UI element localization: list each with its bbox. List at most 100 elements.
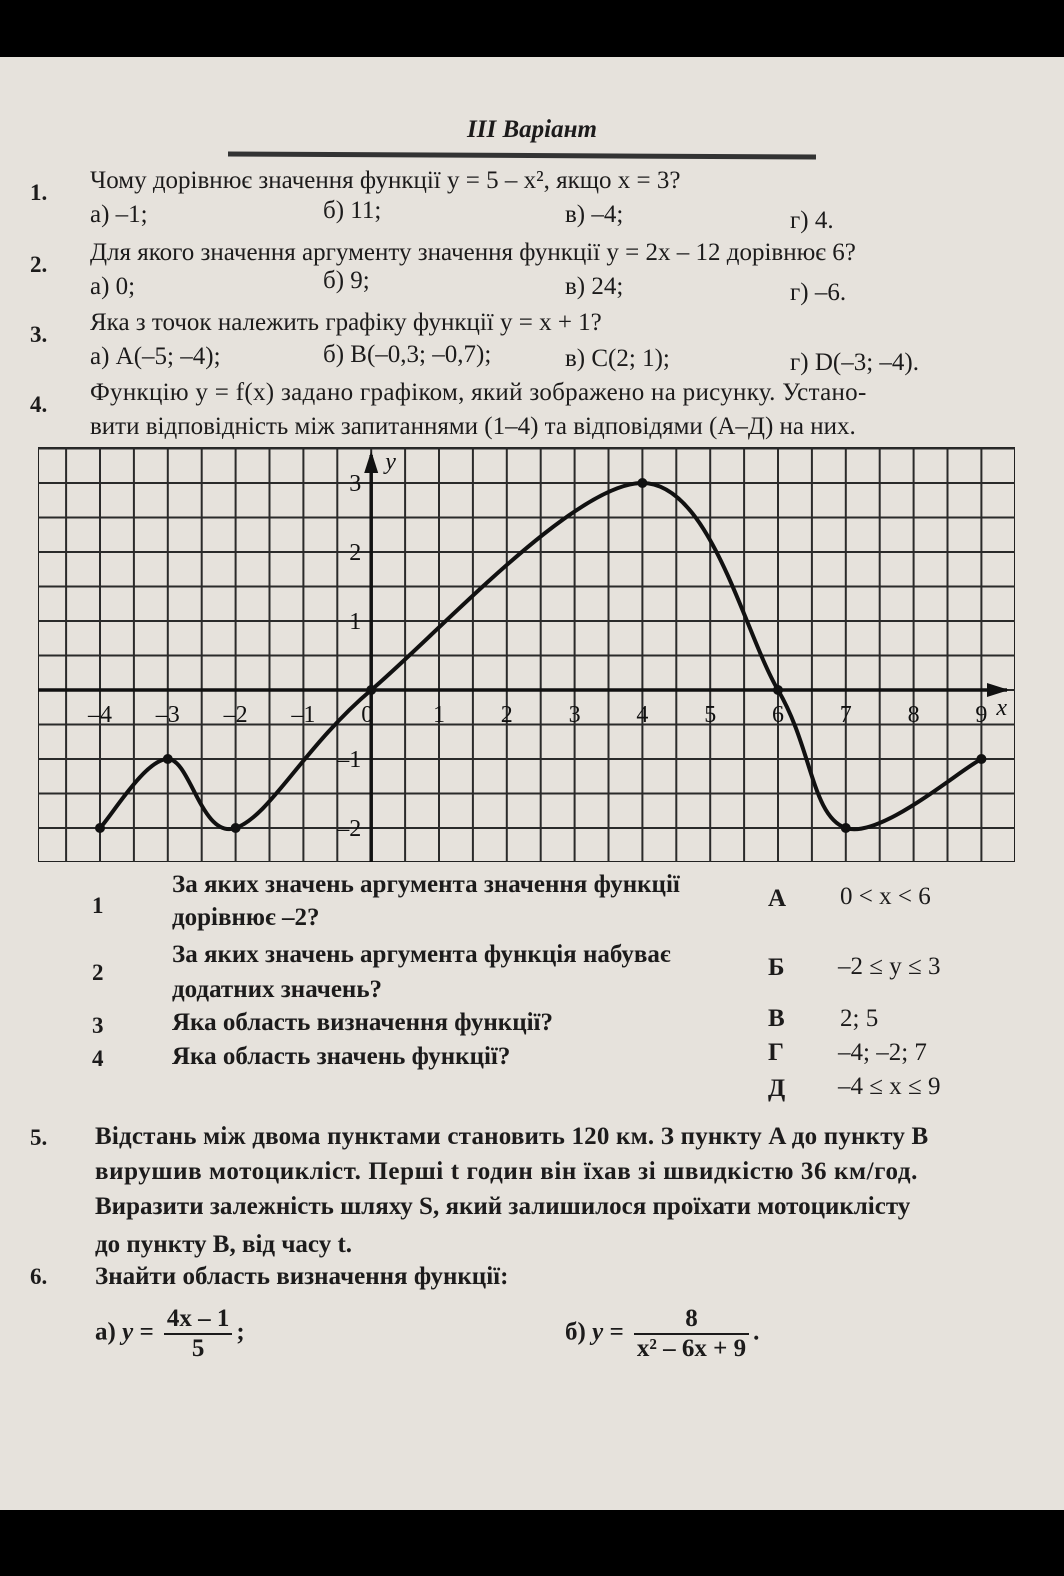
formula-lhs: y = — [122, 1318, 154, 1346]
option: в) 24; — [565, 273, 624, 300]
key-point — [976, 754, 987, 764]
match-question-text: додатних значень? — [172, 976, 383, 1003]
x-tick-label: 4 — [636, 702, 648, 728]
answer-text: –4 ≤ x ≤ 9 — [838, 1073, 941, 1100]
formula-lhs: y = — [592, 1318, 624, 1346]
variant-title: III Варіант — [467, 116, 597, 143]
option: г) 4. — [790, 207, 834, 234]
y-tick-label: 3 — [349, 471, 361, 497]
match-question-number: 4 — [92, 1046, 104, 1071]
match-question-number: 1 — [92, 893, 104, 918]
option: г) –6. — [790, 279, 847, 306]
key-point — [366, 685, 377, 695]
answer-letter: В — [768, 1005, 785, 1032]
key-point — [637, 478, 648, 488]
match-question-text: дорівнює –2? — [172, 904, 320, 931]
answer-text: 0 < x < 6 — [840, 883, 931, 910]
y-tick-label: 1 — [349, 609, 361, 635]
x-tick-label: –1 — [290, 702, 315, 728]
match-question-text: Яка область значень функції? — [172, 1043, 511, 1070]
x-tick-label: 2 — [501, 702, 513, 728]
x-axis-label: x — [995, 695, 1007, 721]
key-point — [773, 685, 783, 695]
x-tick-label: –3 — [155, 702, 180, 728]
x-tick-label: 1 — [433, 702, 445, 728]
question-text: Функцію y = f(x) задано графіком, який з… — [90, 379, 867, 406]
x-tick-label: –4 — [87, 702, 112, 728]
key-point — [230, 823, 241, 833]
x-tick-label: 6 — [772, 702, 784, 728]
x-axis-arrow-icon — [987, 683, 1009, 697]
question-number: 5. — [30, 1125, 48, 1150]
match-question-number: 3 — [92, 1013, 104, 1038]
question-text: Яка з точок належить графіку функції y =… — [90, 309, 602, 336]
denominator: x² – 6x + 9 — [636, 1335, 747, 1362]
question-text: Виразити залежність шляху S, який залиши… — [95, 1193, 911, 1220]
formula-a: а) y = 4x – 1 5; — [95, 1305, 245, 1363]
answer-text: –4; –2; 7 — [838, 1039, 927, 1066]
denominator: 5 — [191, 1335, 205, 1362]
question-number: 6. — [30, 1264, 48, 1289]
option: б) 11; — [323, 197, 382, 224]
question-text: Відстань між двома пунктами становить 12… — [95, 1123, 929, 1150]
option: а) –1; — [90, 201, 148, 228]
x-tick-label: –2 — [223, 702, 248, 728]
match-question-text: Яка область визначення функції? — [172, 1009, 553, 1036]
x-tick-label: 9 — [975, 702, 987, 728]
question-number: 3. — [30, 322, 48, 347]
option-label: а) — [95, 1318, 116, 1346]
numerator: 4x – 1 — [163, 1305, 233, 1335]
match-question-text: За яких значень аргумента значення функц… — [172, 871, 680, 898]
grid — [38, 447, 1015, 862]
option: в) C(2; 1); — [565, 345, 670, 372]
y-tick-label: –2 — [336, 816, 361, 842]
match-question-number: 2 — [92, 960, 104, 985]
match-question-text: За яких значень аргумента функція набува… — [172, 941, 671, 968]
key-point — [162, 754, 173, 764]
axes — [38, 451, 1009, 862]
y-axis-label: y — [383, 449, 396, 475]
y-tick-label: –1 — [336, 747, 361, 773]
answer-letter: Б — [768, 954, 785, 981]
function-curve — [98, 480, 983, 832]
option: б) B(–0,3; –0,7); — [323, 341, 492, 368]
punctuation: . — [753, 1318, 760, 1346]
option-label: б) — [565, 1318, 586, 1346]
answer-letter: Д — [768, 1075, 786, 1102]
key-points — [95, 478, 987, 833]
key-point — [95, 823, 105, 833]
question-text: вирушив мотоцикліст. Перші t годин він ї… — [95, 1158, 918, 1185]
formula-b: б) y = 8 x² – 6x + 9. — [565, 1305, 759, 1363]
numerator: 8 — [633, 1305, 750, 1335]
option: а) 0; — [90, 273, 136, 300]
x-tick-label: 8 — [908, 702, 920, 728]
x-tick-label: 5 — [704, 702, 716, 728]
x-tick-label: 7 — [840, 702, 852, 728]
question-text: Для якого значення аргументу значення фу… — [90, 239, 856, 266]
question-text: вити відповідність між запитаннями (1–4)… — [90, 413, 856, 440]
answer-text: 2; 5 — [840, 1005, 879, 1032]
question-text: Знайти область визначення функції: — [95, 1263, 509, 1290]
answer-letter: А — [768, 885, 787, 912]
option: в) –4; — [565, 201, 624, 228]
x-tick-label: 3 — [569, 702, 581, 728]
answer-text: –2 ≤ y ≤ 3 — [838, 953, 941, 980]
fraction: 8 x² – 6x + 9 — [633, 1305, 750, 1363]
question-number: 2. — [30, 252, 48, 277]
option: г) D(–3; –4). — [790, 349, 919, 376]
question-text: Чому дорівнює значення функції y = 5 – x… — [90, 167, 681, 194]
y-axis-arrow-icon — [364, 451, 379, 473]
y-tick-label: 2 — [349, 540, 361, 566]
answer-letter: Г — [768, 1039, 784, 1066]
option: б) 9; — [323, 267, 370, 294]
key-point — [840, 823, 851, 833]
page — [0, 57, 1064, 1510]
x-tick-label: 0 — [361, 702, 373, 728]
option: а) A(–5; –4); — [90, 343, 221, 370]
question-text: до пункту B, від часу t. — [95, 1231, 353, 1258]
question-number: 4. — [30, 392, 48, 417]
punctuation: ; — [236, 1318, 245, 1346]
